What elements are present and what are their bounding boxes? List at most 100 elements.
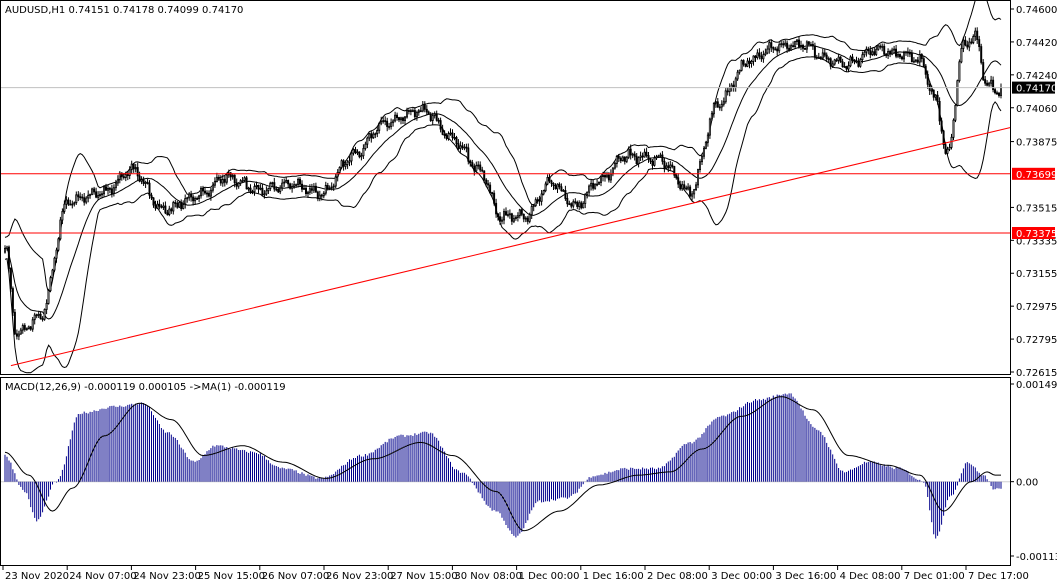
candle-bull bbox=[267, 188, 270, 192]
candle-bear bbox=[233, 174, 236, 184]
candle-bear bbox=[792, 45, 795, 47]
candle-bull bbox=[25, 328, 28, 331]
candle-bull bbox=[887, 51, 890, 56]
candle-bull bbox=[615, 155, 618, 165]
candle-bull bbox=[518, 209, 521, 217]
candle-bear bbox=[994, 89, 997, 94]
candle-bear bbox=[304, 187, 307, 195]
candle-bull bbox=[374, 133, 377, 136]
candle-bear bbox=[726, 90, 729, 93]
price-axis-label: 0.73875 bbox=[1016, 138, 1057, 149]
candle-bear bbox=[461, 145, 464, 148]
candle-bear bbox=[980, 46, 983, 63]
candle-bull bbox=[502, 211, 505, 221]
time-axis-label: 24 Nov 23:00 bbox=[133, 571, 200, 582]
candle-bear bbox=[580, 202, 583, 209]
bollinger-middle-line bbox=[4, 45, 1002, 320]
candle-bear bbox=[926, 74, 929, 85]
candle-bear bbox=[940, 120, 943, 132]
candle-bull bbox=[752, 55, 755, 62]
price-axis-label: 0.73335 bbox=[1016, 236, 1057, 247]
candle-bear bbox=[229, 172, 232, 178]
candle-bull bbox=[279, 187, 282, 193]
candle-bull bbox=[118, 172, 121, 181]
candle-bull bbox=[738, 69, 741, 73]
candle-bull bbox=[239, 180, 242, 184]
candle-bull bbox=[312, 185, 315, 191]
candle-bull bbox=[627, 148, 630, 158]
candle-bull bbox=[532, 205, 535, 208]
candle-bull bbox=[372, 133, 375, 139]
candle-bull bbox=[296, 178, 299, 185]
candle-bear bbox=[982, 62, 985, 81]
candle-bull bbox=[112, 187, 115, 194]
candle-bear bbox=[427, 111, 430, 115]
candle-bear bbox=[986, 82, 989, 86]
candle-bull bbox=[863, 51, 866, 56]
candle-bear bbox=[23, 325, 26, 330]
candle-bear bbox=[287, 179, 290, 185]
candle-bull bbox=[215, 176, 218, 183]
candle-bull bbox=[877, 45, 880, 50]
candle-bear bbox=[633, 153, 636, 157]
candle-bear bbox=[473, 165, 476, 172]
candle-bull bbox=[107, 187, 110, 191]
candle-bear bbox=[869, 50, 872, 55]
candle-bull bbox=[918, 54, 921, 63]
candle-bull bbox=[766, 48, 769, 54]
candle-bear bbox=[889, 51, 892, 55]
symbol-label: AUDUSD,H1 0.74151 0.74178 0.74099 0.7417… bbox=[5, 5, 243, 16]
candle-bear bbox=[845, 66, 848, 70]
candle-bull bbox=[405, 110, 408, 118]
candle-bull bbox=[99, 194, 102, 197]
candle-bear bbox=[857, 60, 860, 67]
candle-bull bbox=[500, 219, 503, 222]
candle-bull bbox=[849, 56, 852, 67]
candle-bull bbox=[881, 45, 884, 48]
candle-bear bbox=[996, 92, 999, 95]
trendline[interactable] bbox=[10, 127, 1011, 367]
candle-bear bbox=[471, 162, 474, 167]
candle-bull bbox=[903, 52, 906, 60]
candle-bull bbox=[35, 314, 38, 317]
candle-bull bbox=[681, 184, 684, 190]
candle-bull bbox=[63, 203, 66, 212]
candle-bull bbox=[665, 165, 668, 169]
candle-bear bbox=[807, 41, 810, 45]
candle-bull bbox=[403, 116, 406, 121]
candle-bear bbox=[899, 54, 902, 58]
candle-bear bbox=[7, 246, 10, 269]
candle-bear bbox=[166, 212, 169, 216]
candle-bull bbox=[704, 141, 707, 149]
axes: 0.74600 0.74420 0.74240 0.74060 0.73875 0.735… bbox=[2, 5, 1057, 582]
candle-bull bbox=[21, 325, 24, 331]
candle-bear bbox=[873, 51, 876, 55]
candle-bear bbox=[150, 194, 153, 199]
candle-bull bbox=[613, 163, 616, 169]
candle-bull bbox=[89, 194, 92, 196]
candle-bull bbox=[382, 120, 385, 122]
candle-bull bbox=[596, 183, 599, 186]
candle-bear bbox=[192, 196, 195, 202]
candle-bear bbox=[651, 160, 654, 166]
candle-bear bbox=[277, 188, 280, 193]
candle-bull bbox=[960, 48, 963, 63]
time-axis-label: 27 Nov 15:00 bbox=[390, 571, 457, 582]
candle-bear bbox=[538, 199, 541, 202]
time-axis-label: 3 Dec 16:00 bbox=[775, 571, 836, 582]
candle-bear bbox=[437, 119, 440, 122]
price-axis-label: 0.72615 bbox=[1016, 368, 1057, 379]
candle-bear bbox=[772, 47, 775, 50]
candle-bear bbox=[15, 333, 18, 337]
candle-bear bbox=[924, 65, 927, 75]
candle-bear bbox=[964, 39, 967, 46]
candle-bear bbox=[843, 66, 846, 68]
candle-bear bbox=[138, 175, 141, 182]
candle-bear bbox=[853, 59, 856, 63]
candle-bear bbox=[445, 135, 448, 139]
candle-bull bbox=[221, 178, 224, 184]
candle-bull bbox=[433, 113, 436, 117]
candle-bull bbox=[378, 122, 381, 131]
candle-bull bbox=[701, 155, 704, 163]
candle-bear bbox=[207, 192, 210, 197]
